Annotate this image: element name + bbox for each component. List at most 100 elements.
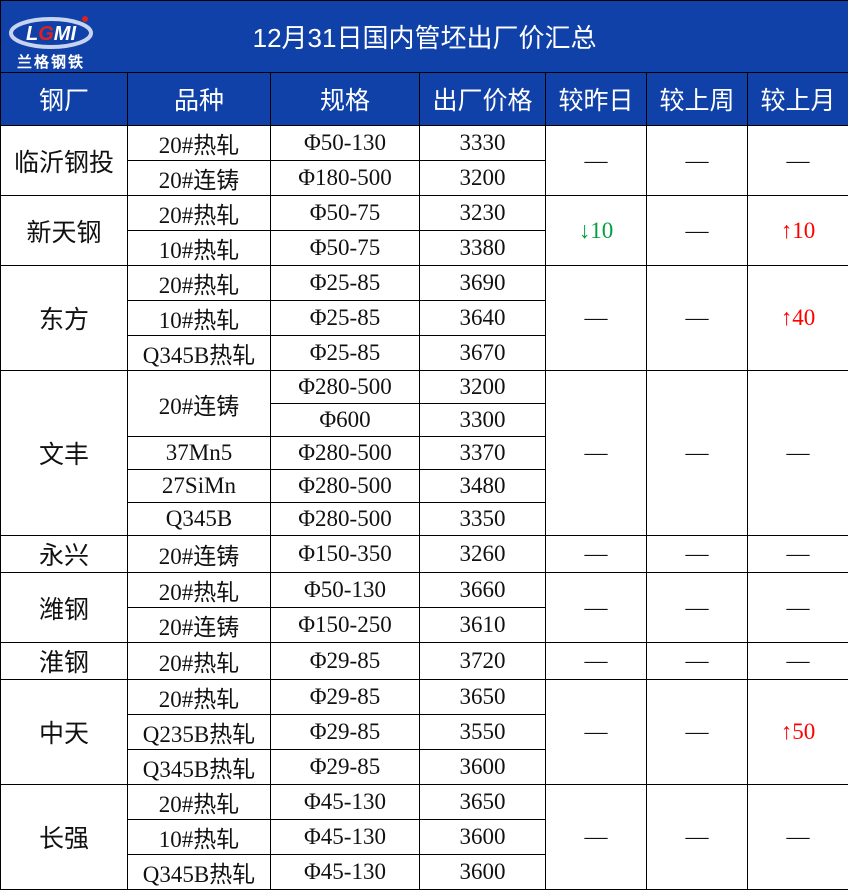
price-cell: 3670 [420, 336, 546, 371]
change-value: — [686, 719, 709, 745]
change-vs-last-week: — [647, 196, 748, 266]
price-cell: 3350 [420, 503, 546, 536]
price-cell: 3610 [420, 608, 546, 643]
spec-cell: Φ25-85 [271, 301, 420, 336]
change-vs-last-week: — [647, 126, 748, 196]
price-cell: 3300 [420, 404, 546, 437]
change-value: — [686, 648, 709, 674]
price-cell: 3600 [420, 855, 546, 890]
change-value: ↑50 [781, 719, 816, 745]
variety-cell: 10#热轧 [128, 231, 271, 266]
price-cell: 3330 [420, 126, 546, 161]
change-vs-last-month: ↑40 [748, 266, 848, 371]
change-value: — [787, 648, 810, 674]
spec-cell: Φ50-130 [271, 126, 420, 161]
change-vs-last-week: — [647, 643, 748, 680]
spec-cell: Φ29-85 [271, 715, 420, 750]
change-vs-yesterday: — [546, 680, 647, 785]
variety-cell: 20#热轧 [128, 196, 271, 231]
price-cell: 3380 [420, 231, 546, 266]
spec-cell: Φ50-75 [271, 196, 420, 231]
change-vs-last-month: ↑50 [748, 680, 848, 785]
change-value: — [686, 440, 709, 466]
price-cell: 3230 [420, 196, 546, 231]
price-cell: 3720 [420, 643, 546, 680]
change-value: — [686, 305, 709, 331]
change-value: — [585, 595, 608, 621]
change-value: — [686, 824, 709, 850]
change-value: — [585, 648, 608, 674]
change-vs-last-month: ↑10 [748, 196, 848, 266]
spec-cell: Φ600 [271, 404, 420, 437]
mill-cell: 潍钢 [1, 573, 128, 643]
spec-cell: Φ280-500 [271, 371, 420, 404]
variety-cell: 20#热轧 [128, 643, 271, 680]
change-vs-yesterday: — [546, 536, 647, 573]
change-value: — [787, 541, 810, 567]
column-header-mill: 钢厂 [1, 73, 128, 126]
price-cell: 3600 [420, 750, 546, 785]
column-header-spec: 规格 [271, 73, 420, 126]
change-value: — [787, 595, 810, 621]
price-cell: 3200 [420, 371, 546, 404]
change-vs-last-week: — [647, 371, 748, 536]
change-vs-last-month: — [748, 573, 848, 643]
column-header-vs-yesterday: 较昨日 [546, 73, 647, 126]
mill-cell: 永兴 [1, 536, 128, 573]
variety-cell: Q345B热轧 [128, 855, 271, 890]
price-cell: 3200 [420, 161, 546, 196]
spec-cell: Φ280-500 [271, 437, 420, 470]
variety-cell: Q235B热轧 [128, 715, 271, 750]
variety-cell: 20#连铸 [128, 371, 271, 437]
change-vs-last-week: — [647, 573, 748, 643]
change-vs-last-week: — [647, 536, 748, 573]
change-value: — [686, 148, 709, 174]
lgmi-logo: LGMI 兰格钢铁 [7, 7, 97, 71]
change-value: — [585, 719, 608, 745]
column-header-price: 出厂价格 [420, 73, 546, 126]
variety-cell: 20#连铸 [128, 536, 271, 573]
price-cell: 3370 [420, 437, 546, 470]
change-value: — [686, 218, 709, 244]
mill-cell: 临沂钢投 [1, 126, 128, 196]
change-value: — [686, 595, 709, 621]
variety-cell: Q345B [128, 503, 271, 536]
spec-cell: Φ29-85 [271, 750, 420, 785]
change-vs-last-week: — [647, 266, 748, 371]
change-value: — [585, 541, 608, 567]
variety-cell: Q345B热轧 [128, 750, 271, 785]
variety-cell: 20#热轧 [128, 126, 271, 161]
spec-cell: Φ150-350 [271, 536, 420, 573]
change-vs-yesterday: — [546, 643, 647, 680]
spec-cell: Φ180-500 [271, 161, 420, 196]
svg-text:兰格钢铁: 兰格钢铁 [17, 53, 85, 71]
svg-text:LGMI: LGMI [26, 23, 76, 45]
spec-cell: Φ25-85 [271, 336, 420, 371]
change-vs-yesterday: — [546, 126, 647, 196]
variety-cell: 37Mn5 [128, 437, 271, 470]
price-cell: 3550 [420, 715, 546, 750]
variety-cell: 20#连铸 [128, 161, 271, 196]
title-cell: LGMI 兰格钢铁 12月31日国内管坯出厂价汇总 [1, 1, 848, 73]
spec-cell: Φ45-130 [271, 820, 420, 855]
change-value: ↑40 [781, 305, 816, 331]
price-cell: 3480 [420, 470, 546, 503]
column-header-vs-last-week: 较上周 [647, 73, 748, 126]
price-cell: 3690 [420, 266, 546, 301]
change-value: — [787, 440, 810, 466]
change-value: — [585, 824, 608, 850]
variety-cell: Q345B热轧 [128, 336, 271, 371]
change-value: — [585, 440, 608, 466]
spec-cell: Φ50-130 [271, 573, 420, 608]
change-value: — [787, 824, 810, 850]
table-row: 永兴20#连铸Φ150-3503260 — — — [1, 536, 848, 573]
spec-cell: Φ280-500 [271, 503, 420, 536]
change-vs-last-month: — [748, 126, 848, 196]
price-cell: 3260 [420, 536, 546, 573]
